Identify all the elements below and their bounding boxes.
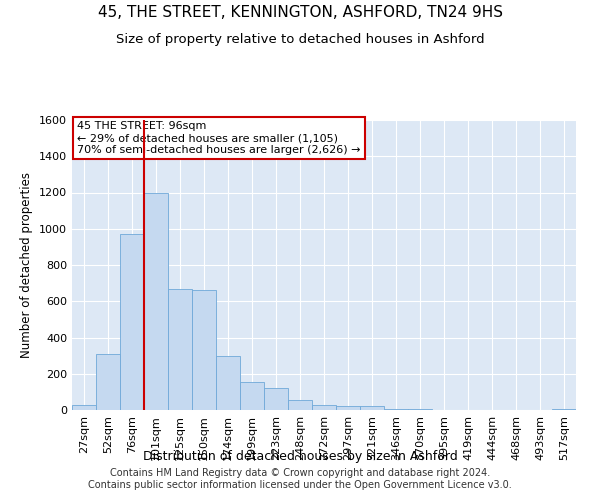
Text: Contains HM Land Registry data © Crown copyright and database right 2024.
Contai: Contains HM Land Registry data © Crown c…: [88, 468, 512, 490]
Text: 45 THE STREET: 96sqm
← 29% of detached houses are smaller (1,105)
70% of semi-de: 45 THE STREET: 96sqm ← 29% of detached h…: [77, 122, 361, 154]
Text: Distribution of detached houses by size in Ashford: Distribution of detached houses by size …: [143, 450, 457, 463]
Bar: [96, 354, 120, 410]
Bar: [72, 404, 96, 410]
Bar: [384, 409, 408, 410]
Bar: [240, 382, 264, 410]
Bar: [360, 406, 384, 410]
Bar: [288, 400, 312, 410]
Bar: [408, 409, 432, 410]
Bar: [336, 406, 360, 410]
Bar: [312, 404, 336, 410]
Bar: [120, 234, 144, 410]
Text: 45, THE STREET, KENNINGTON, ASHFORD, TN24 9HS: 45, THE STREET, KENNINGTON, ASHFORD, TN2…: [97, 5, 503, 20]
Bar: [144, 192, 168, 410]
Bar: [168, 288, 192, 410]
Bar: [192, 290, 216, 410]
Bar: [552, 409, 576, 410]
Text: Size of property relative to detached houses in Ashford: Size of property relative to detached ho…: [116, 32, 484, 46]
Bar: [216, 356, 240, 410]
Y-axis label: Number of detached properties: Number of detached properties: [20, 172, 34, 358]
Bar: [264, 388, 288, 410]
